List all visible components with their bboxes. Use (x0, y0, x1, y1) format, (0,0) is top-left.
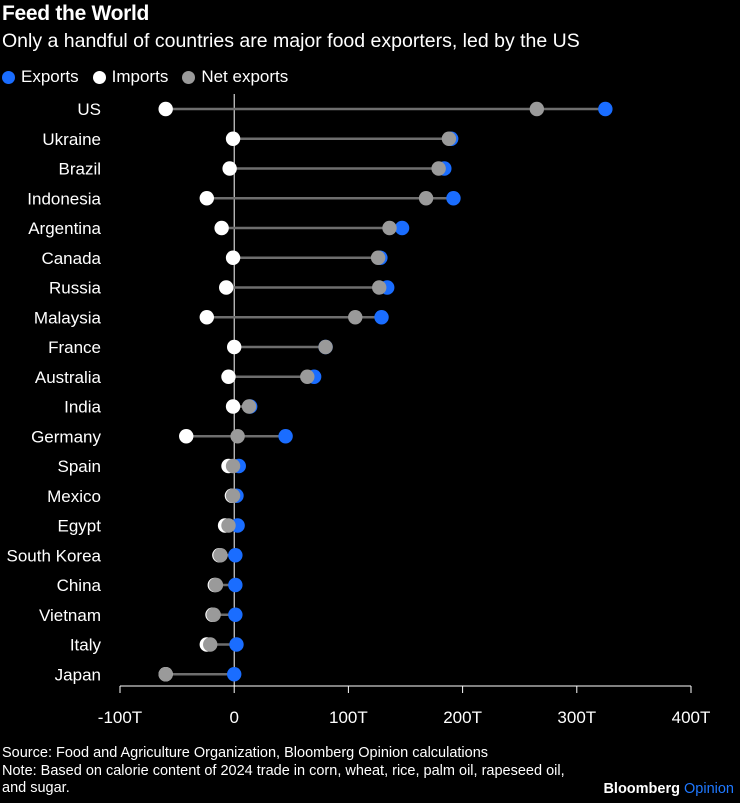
net-export-point-brazil (431, 161, 446, 176)
import-point-australia (221, 369, 236, 384)
legend-marker-imports (92, 70, 106, 84)
net-export-point-spain (225, 458, 241, 474)
import-point-argentina (214, 220, 229, 236)
net-export-point-us (529, 101, 545, 117)
legend: Exports Imports Net exports (2, 67, 302, 87)
logo-suffix: Opinion (684, 781, 734, 797)
legend-label-imports: Imports (111, 67, 169, 86)
net-export-point-indonesia (418, 191, 434, 206)
import-point-brazil (222, 161, 237, 176)
source-note: Source: Food and Agriculture Organizatio… (2, 745, 489, 761)
net-export-point-ukraine (441, 131, 457, 146)
category-label-argentina: Argentina (28, 219, 101, 238)
chart-title: Feed the World (2, 2, 150, 25)
category-label-japan: Japan (55, 665, 101, 684)
x-tick-label: 100T (329, 708, 368, 727)
net-export-point-south-korea (213, 548, 228, 563)
net-export-point-india (241, 399, 257, 414)
import-point-us (158, 101, 173, 117)
category-label-south-korea: South Korea (6, 546, 101, 565)
net-export-point-china (208, 577, 224, 593)
import-point-indonesia (199, 191, 214, 206)
category-label-france: France (48, 338, 101, 357)
import-point-germany (179, 429, 194, 444)
net-export-point-germany (230, 429, 245, 444)
export-point-japan (227, 667, 242, 682)
category-label-china: China (57, 576, 102, 595)
category-label-spain: Spain (58, 457, 101, 476)
net-export-point-france (318, 339, 333, 355)
logo-brand: Bloomberg (603, 781, 680, 797)
import-point-russia (219, 280, 234, 295)
legend-marker-exports (2, 70, 15, 84)
net-export-point-australia (300, 369, 315, 384)
chart-subtitle: Only a handful of countries are major fo… (2, 30, 580, 52)
category-label-mexico: Mexico (47, 487, 101, 506)
category-label-ukraine: Ukraine (42, 130, 101, 149)
net-export-point-russia (372, 280, 387, 295)
methodology-note: Note: Based on calorie content of 2024 t… (2, 762, 565, 797)
export-point-china (228, 577, 243, 593)
bloomberg-opinion-logo: Bloomberg Opinion (603, 781, 734, 797)
export-point-indonesia (446, 191, 461, 206)
category-label-russia: Russia (49, 279, 102, 298)
net-export-point-malaysia (348, 310, 363, 325)
import-point-malaysia (199, 310, 214, 325)
category-label-vietnam: Vietnam (39, 606, 101, 625)
import-point-france (227, 339, 242, 355)
category-label-us: US (77, 100, 101, 119)
category-label-italy: Italy (70, 636, 102, 655)
net-export-point-egypt (221, 518, 236, 533)
legend-item-exports: Exports (2, 67, 79, 87)
category-label-germany: Germany (31, 427, 101, 446)
category-label-indonesia: Indonesia (27, 189, 101, 208)
category-label-india: India (64, 398, 101, 417)
legend-label-exports: Exports (21, 67, 79, 86)
export-point-italy (229, 637, 244, 652)
category-label-australia: Australia (35, 368, 102, 387)
legend-item-imports: Imports (92, 67, 169, 87)
net-export-point-japan (158, 667, 173, 682)
category-label-egypt: Egypt (58, 517, 102, 536)
export-point-south-korea (228, 548, 243, 563)
import-point-ukraine (225, 131, 241, 146)
category-label-malaysia: Malaysia (34, 308, 102, 327)
export-point-malaysia (374, 310, 389, 325)
x-tick-label: -100T (98, 708, 142, 727)
category-label-brazil: Brazil (58, 160, 101, 179)
export-point-argentina (394, 220, 410, 236)
category-label-canada: Canada (41, 249, 101, 268)
x-tick-label: 200T (443, 708, 482, 727)
net-export-point-canada (370, 250, 386, 265)
net-export-point-argentina (382, 220, 397, 236)
export-point-us (598, 101, 613, 117)
x-tick-label: 300T (557, 708, 596, 727)
import-point-canada (225, 250, 241, 265)
net-export-point-vietnam (206, 607, 221, 622)
net-export-point-mexico (225, 488, 241, 503)
footer-notes: Source: Food and Agriculture Organizatio… (2, 745, 587, 798)
net-export-point-italy (203, 637, 218, 652)
legend-marker-net-exports (182, 70, 196, 84)
export-point-germany (278, 429, 293, 444)
export-point-vietnam (228, 607, 243, 622)
x-tick-label: 400T (672, 708, 711, 727)
x-tick-label: 0 (229, 708, 238, 727)
legend-label-net-exports: Net exports (201, 67, 289, 86)
import-point-india (225, 399, 241, 414)
legend-item-net-exports: Net exports (182, 67, 288, 87)
